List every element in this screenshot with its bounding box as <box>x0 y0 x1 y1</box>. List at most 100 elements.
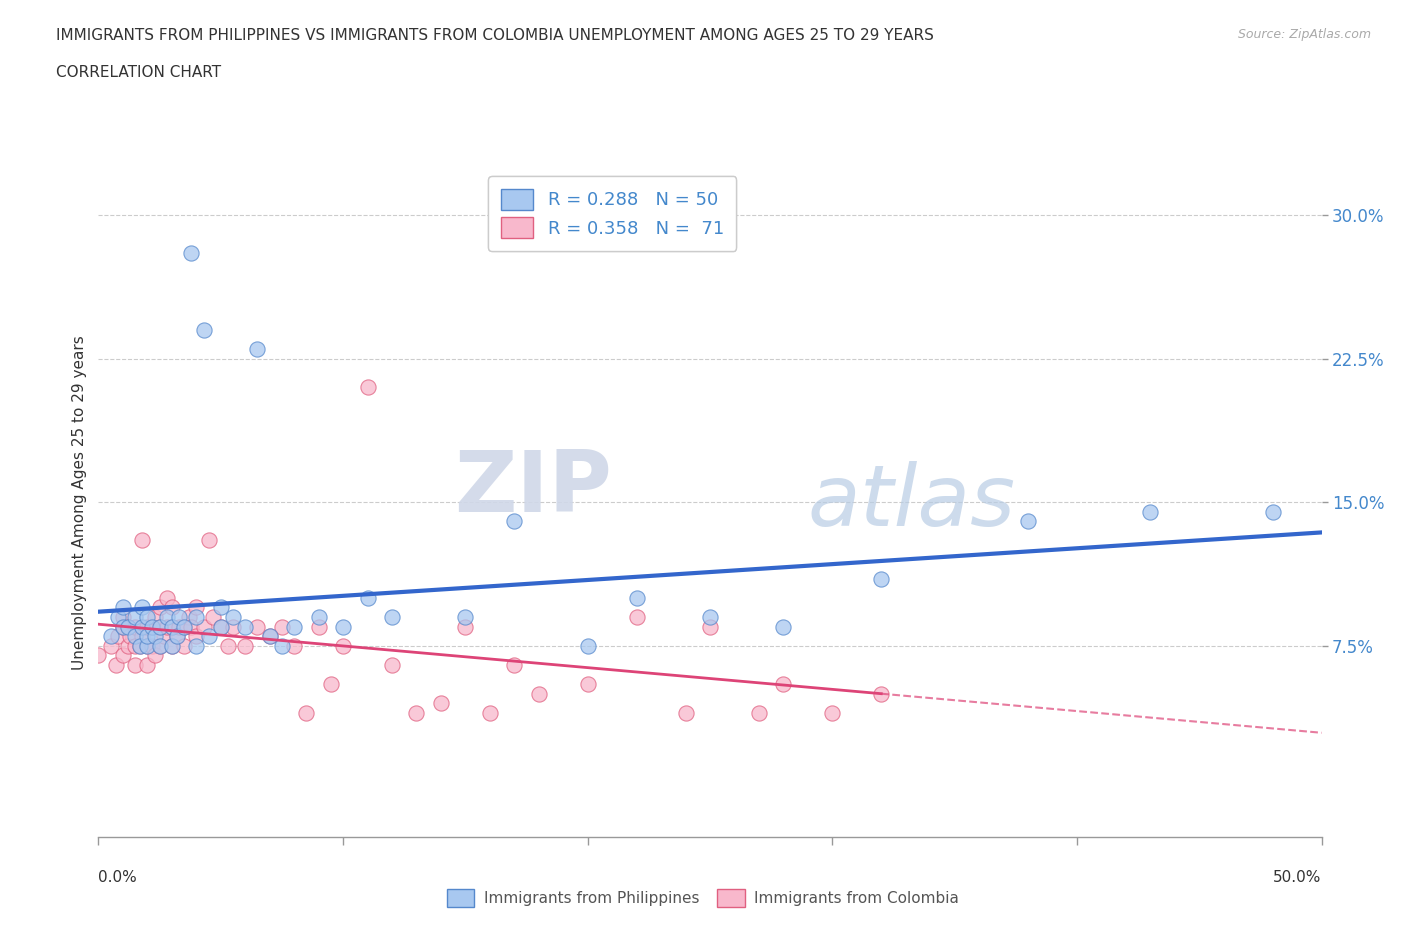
Point <box>149 638 172 653</box>
Point <box>356 380 378 395</box>
Point <box>1017 514 1039 529</box>
Point <box>167 619 190 634</box>
Point <box>259 629 281 644</box>
Point <box>308 619 330 634</box>
Point <box>503 658 526 672</box>
Point <box>209 619 232 634</box>
Point <box>202 609 225 624</box>
Point <box>454 619 477 634</box>
Point <box>143 648 166 663</box>
Point <box>107 609 129 624</box>
Text: 0.0%: 0.0% <box>98 870 138 884</box>
Point <box>478 705 501 720</box>
Point <box>186 638 208 653</box>
Text: atlas: atlas <box>808 460 1017 544</box>
Point <box>186 609 208 624</box>
Point <box>270 638 294 653</box>
Point <box>124 609 146 624</box>
Point <box>156 609 179 624</box>
Point <box>527 686 550 701</box>
Y-axis label: Unemployment Among Ages 25 to 29 years: Unemployment Among Ages 25 to 29 years <box>72 335 87 670</box>
Point <box>405 705 427 720</box>
Point <box>131 533 153 548</box>
Point <box>209 600 232 615</box>
Point <box>197 533 219 548</box>
Point <box>131 629 153 644</box>
Point <box>454 609 477 624</box>
Legend: Immigrants from Philippines, Immigrants from Colombia: Immigrants from Philippines, Immigrants … <box>441 884 965 913</box>
Point <box>129 638 152 653</box>
Point <box>149 619 172 634</box>
Point <box>124 619 146 634</box>
Point <box>167 609 190 624</box>
Point <box>332 638 354 653</box>
Point <box>197 629 219 644</box>
Point <box>1139 504 1161 519</box>
Point <box>308 609 330 624</box>
Point <box>270 619 294 634</box>
Point <box>332 619 354 634</box>
Point <box>173 638 195 653</box>
Point <box>136 629 159 644</box>
Point <box>111 648 134 663</box>
Point <box>699 609 721 624</box>
Point <box>283 638 305 653</box>
Point <box>104 658 127 672</box>
Point <box>149 619 172 634</box>
Point <box>149 638 172 653</box>
Point <box>503 514 526 529</box>
Point <box>124 658 146 672</box>
Point <box>283 619 305 634</box>
Point <box>675 705 697 720</box>
Text: Source: ZipAtlas.com: Source: ZipAtlas.com <box>1237 28 1371 41</box>
Point <box>748 705 770 720</box>
Point <box>381 609 404 624</box>
Point <box>772 676 794 691</box>
Point <box>117 619 139 634</box>
Point <box>180 619 202 634</box>
Point <box>100 629 122 644</box>
Point <box>141 619 163 634</box>
Text: ZIP: ZIP <box>454 447 612 530</box>
Point <box>626 609 648 624</box>
Point <box>107 629 129 644</box>
Point <box>356 591 378 605</box>
Point <box>870 571 893 586</box>
Point <box>186 600 208 615</box>
Point <box>246 619 269 634</box>
Point <box>141 619 163 634</box>
Point <box>381 658 404 672</box>
Point <box>699 619 721 634</box>
Point <box>124 638 146 653</box>
Point <box>222 619 245 634</box>
Point <box>209 619 232 634</box>
Point <box>233 619 256 634</box>
Text: 50.0%: 50.0% <box>1274 870 1322 884</box>
Point <box>576 676 599 691</box>
Point <box>111 619 134 634</box>
Point <box>131 619 153 634</box>
Point <box>186 629 208 644</box>
Point <box>136 619 159 634</box>
Point <box>129 638 152 653</box>
Point <box>156 619 179 634</box>
Point <box>149 600 172 615</box>
Point <box>160 619 183 634</box>
Point <box>117 619 139 634</box>
Point <box>87 648 110 663</box>
Point <box>193 323 215 338</box>
Point <box>160 619 183 634</box>
Point <box>166 629 188 644</box>
Point <box>117 638 139 653</box>
Point <box>259 629 281 644</box>
Point <box>100 638 122 653</box>
Point <box>124 629 146 644</box>
Point <box>295 705 318 720</box>
Point <box>160 600 183 615</box>
Point <box>319 676 342 691</box>
Point <box>141 638 163 653</box>
Point <box>173 619 195 634</box>
Point <box>222 609 245 624</box>
Point <box>136 609 159 624</box>
Point <box>153 629 176 644</box>
